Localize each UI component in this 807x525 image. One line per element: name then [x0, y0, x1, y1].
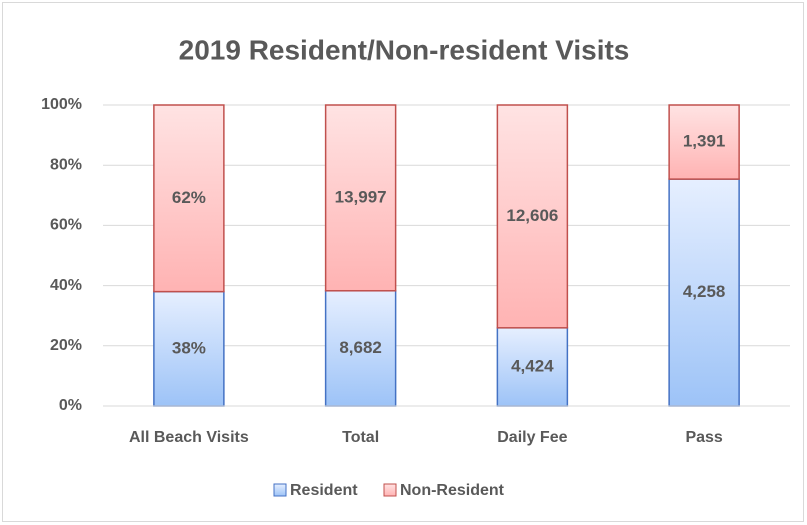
legend-swatch — [273, 483, 287, 497]
legend-swatch — [383, 483, 397, 497]
y-tick-label: 20% — [50, 337, 82, 354]
y-tick-label: 80% — [50, 156, 82, 173]
data-label: 13,997 — [335, 187, 387, 206]
data-label: 12,606 — [506, 206, 558, 225]
bar-segment — [668, 104, 740, 180]
bar-segment — [496, 327, 569, 407]
x-tick-label: Daily Fee — [497, 429, 567, 446]
data-label: 1,391 — [683, 132, 726, 151]
chart-title: 2019 Resident/Non-resident Visits — [179, 34, 630, 65]
data-label: 38% — [172, 338, 206, 357]
bar-segment — [668, 178, 740, 407]
data-label: 4,424 — [511, 356, 554, 375]
y-tick-label: 60% — [50, 217, 82, 234]
y-tick-label: 100% — [41, 96, 82, 113]
y-tick-label: 40% — [50, 277, 82, 294]
y-tick-label: 0% — [59, 397, 82, 414]
x-tick-label: All Beach Visits — [129, 429, 249, 446]
legend-label: Resident — [290, 482, 358, 499]
bar-segment — [496, 104, 569, 329]
legend-label: Non-Resident — [400, 482, 505, 499]
data-label: 8,682 — [339, 338, 382, 357]
bar-segment — [324, 104, 397, 292]
x-tick-label: Pass — [685, 429, 722, 446]
data-label: 4,258 — [683, 282, 726, 301]
bar-segment — [153, 290, 225, 407]
data-label: 62% — [172, 188, 206, 207]
x-tick-label: Total — [342, 429, 379, 446]
bar-segment — [153, 104, 225, 293]
